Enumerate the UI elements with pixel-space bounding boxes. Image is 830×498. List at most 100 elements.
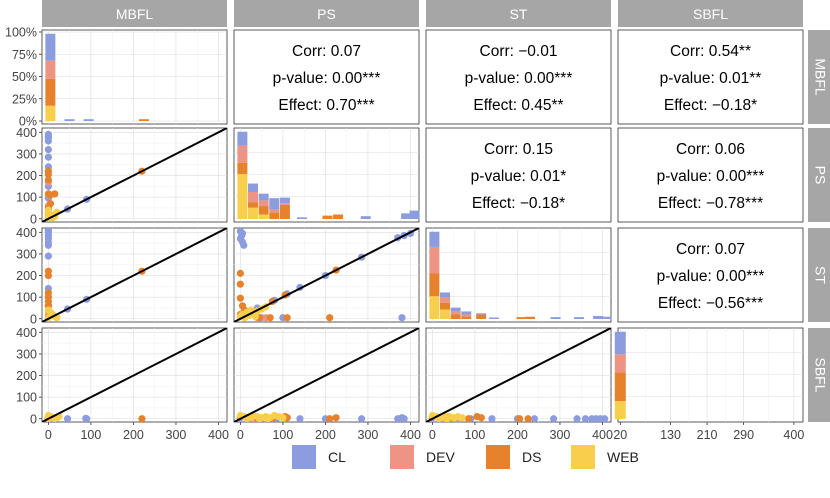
histogram-bar-cl <box>401 213 412 219</box>
effect-size: Effect: −0.18* <box>472 195 565 212</box>
histogram-bar-cl <box>550 317 561 319</box>
scatter-panel-sbfl-mbfl <box>41 327 228 423</box>
scatter-points-layer <box>42 128 227 222</box>
y-tick-label: 75% <box>12 48 37 62</box>
identity-line <box>42 128 227 222</box>
x-tick-label: 200 <box>507 428 528 442</box>
histogram-bar-web <box>614 401 626 419</box>
scatter-points-layer <box>426 328 611 422</box>
correlation-panel-ps-st: Corr: 0.15 p-value: 0.01* Effect: −0.18* <box>425 127 612 223</box>
scatter-point-ds <box>138 415 146 422</box>
scatter-point-cl <box>296 415 304 422</box>
x-tick-label: 400 <box>592 428 613 442</box>
histogram-bar-dev <box>237 145 248 163</box>
effect-size: Effect: −0.78*** <box>658 195 763 212</box>
effect-size: Effect: 0.45** <box>473 97 563 114</box>
x-tick-label: 100 <box>272 428 293 442</box>
y-tick-label: 300 <box>16 247 37 261</box>
histogram-bar-ds <box>258 206 269 215</box>
panel-background <box>425 29 612 125</box>
histogram-bar-cl <box>488 317 499 319</box>
y-tick-label: 200 <box>16 369 37 383</box>
row-strip-st <box>808 228 830 322</box>
histogram-bar-cl <box>248 183 259 192</box>
histogram-bar-dev <box>258 200 269 207</box>
row-strip-ps <box>808 128 830 222</box>
legend-swatch-ds <box>486 445 510 469</box>
scatter-point-cl <box>581 415 590 422</box>
histogram-bar-web <box>237 173 248 219</box>
x-tick-label: 300 <box>358 428 379 442</box>
row-strip-label: PS <box>812 166 828 185</box>
row-strip-mbfl <box>808 30 830 124</box>
y-tick-label: 200 <box>16 169 37 183</box>
correlation-value: Corr: 0.07 <box>292 43 361 60</box>
scatter-point-cl <box>549 415 558 422</box>
effect-size: Effect: −0.18* <box>664 97 757 114</box>
scatter-point-ds <box>464 415 473 422</box>
histogram-bar-ds <box>248 202 259 208</box>
identity-line <box>234 228 419 322</box>
panel-background <box>233 29 420 125</box>
row-strip-sbfl <box>808 328 830 422</box>
y-tick-label: 0 <box>30 212 37 226</box>
column-strip-sbfl <box>618 0 803 27</box>
scatter-points-layer <box>234 328 419 422</box>
histogram-bar-dev <box>614 354 626 373</box>
histogram-bar-dev <box>269 209 280 213</box>
histogram-panel-st <box>425 227 612 323</box>
scatter-point-ds <box>326 415 334 422</box>
scatter-point-ds <box>515 415 524 422</box>
histogram-bar-cl <box>593 315 604 319</box>
scatter-point-cl <box>573 415 581 422</box>
correlation-panel-mbfl-st: Corr: −0.01 p-value: 0.00*** Effect: 0.45*… <box>425 29 612 125</box>
histogram-bar-ds <box>237 162 248 174</box>
histogram-bar-cl <box>279 197 290 204</box>
histogram-bar-cl <box>409 210 420 219</box>
p-value: p-value: 0.00*** <box>273 70 381 87</box>
histogram-bar-web <box>440 309 451 319</box>
scatter-point-cl <box>44 146 52 154</box>
histogram-bar-ds <box>45 78 56 106</box>
y-tick-label: 400 <box>16 126 37 140</box>
scatter-point-cl <box>82 414 90 422</box>
y-tick-label: 0% <box>19 115 37 129</box>
identity-line <box>42 228 227 322</box>
histogram-bar-ds <box>614 372 626 402</box>
correlation-value: Corr: 0.07 <box>676 241 745 258</box>
p-value: p-value: 0.01** <box>660 70 762 87</box>
histogram-bar-cl <box>237 131 248 146</box>
scatter-point-web <box>443 415 451 422</box>
panel-background <box>617 327 804 423</box>
scatter-point-web <box>247 414 255 422</box>
x-tick-label: 200 <box>315 428 336 442</box>
effect-size: Effect: 0.70*** <box>278 97 374 114</box>
legend-swatch-dev <box>390 445 414 469</box>
x-tick-label: 0 <box>45 428 52 442</box>
histogram-bar-ds <box>461 316 472 319</box>
histogram-bar-cl <box>64 119 75 121</box>
histogram-bar-cl <box>440 292 451 297</box>
histogram-bar-cl <box>461 311 472 315</box>
scatter-point-cl <box>63 415 72 422</box>
histogram-bar-cl <box>258 193 269 201</box>
scatter-point-cl <box>398 314 406 322</box>
histogram-bar-ds <box>476 314 487 319</box>
scatter-panel-st-ps <box>233 227 420 323</box>
panel-background <box>617 29 804 125</box>
identity-line <box>426 328 611 422</box>
legend-label-ds: DS <box>522 449 541 465</box>
histogram-bar-dev <box>429 246 440 274</box>
legend-label-dev: DEV <box>426 449 455 465</box>
scatter-points-layer <box>42 328 227 422</box>
histogram-bar-cl <box>573 317 584 319</box>
histogram-bar-cl <box>450 307 461 312</box>
x-tick-label: 20 <box>613 428 627 442</box>
y-tick-label: 200 <box>16 269 37 283</box>
scatter-point-cl <box>400 415 408 422</box>
correlation-panel-mbfl-sbfl: Corr: 0.54** p-value: 0.01** Effect: −0.18… <box>617 29 804 125</box>
histogram-bar-dev <box>279 203 290 205</box>
legend-swatch-web <box>571 445 595 469</box>
x-tick-label: 400 <box>400 428 421 442</box>
column-strip-mbfl <box>42 0 227 27</box>
